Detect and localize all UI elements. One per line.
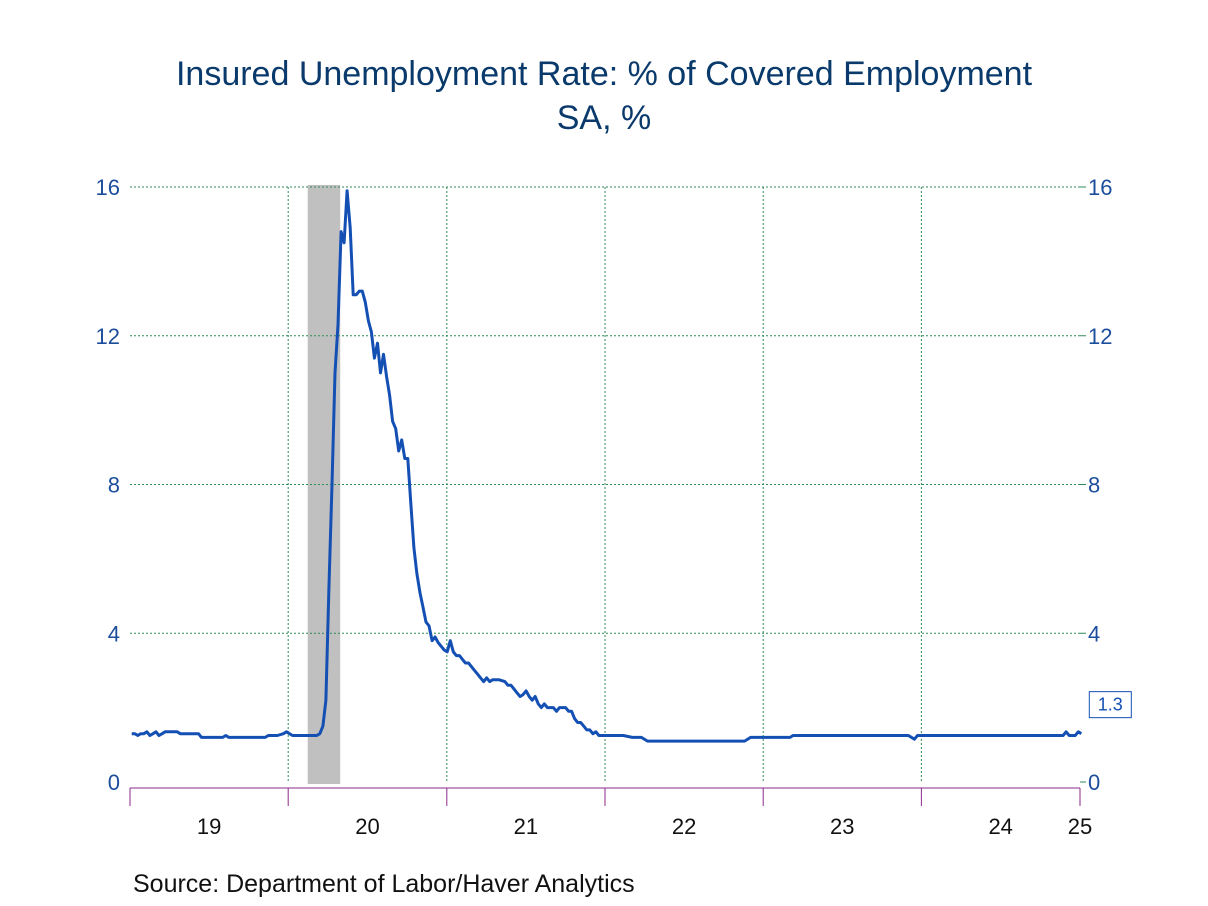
x-tick-label: 24 — [988, 814, 1012, 839]
x-tick-label: 22 — [672, 814, 696, 839]
x-tick-label: 19 — [197, 814, 221, 839]
y-tick-label-left: 16 — [96, 175, 120, 200]
y-tick-label-left: 0 — [108, 770, 120, 795]
x-tick-label: 25 — [1068, 814, 1092, 839]
chart-title: Insured Unemployment Rate: % of Covered … — [0, 52, 1208, 140]
series-line — [131, 189, 1083, 743]
y-tick-label-left: 8 — [108, 473, 120, 498]
y-tick-label-right: 4 — [1088, 621, 1100, 646]
end-value-label: 1.3 — [1098, 695, 1123, 715]
gridlines — [130, 186, 1086, 783]
tick-labels: 0 0 4 4 8 8 12 12 16 16 19 20 21 22 23 24 25 1.3 — [96, 175, 1132, 839]
x-axis — [129, 787, 1081, 806]
y-tick-label-right: 16 — [1088, 175, 1112, 200]
x-tick-label: 21 — [514, 814, 538, 839]
x-tick-label: 20 — [355, 814, 379, 839]
chart-title-line1: Insured Unemployment Rate: % of Covered … — [175, 55, 1033, 93]
y-tick-label-right: 8 — [1088, 473, 1100, 498]
source-note: Source: Department of Labor/Haver Analyt… — [133, 870, 635, 898]
chart-subtitle: SA, % — [556, 99, 652, 137]
y-tick-label-left: 12 — [96, 324, 120, 349]
y-tick-label-left: 4 — [108, 621, 120, 646]
end-value-box — [1088, 691, 1132, 719]
y-tick-label-right: 12 — [1088, 324, 1112, 349]
x-tick-label: 23 — [830, 814, 854, 839]
y-tick-label-right: 0 — [1088, 770, 1100, 795]
series-layer — [131, 189, 1083, 743]
